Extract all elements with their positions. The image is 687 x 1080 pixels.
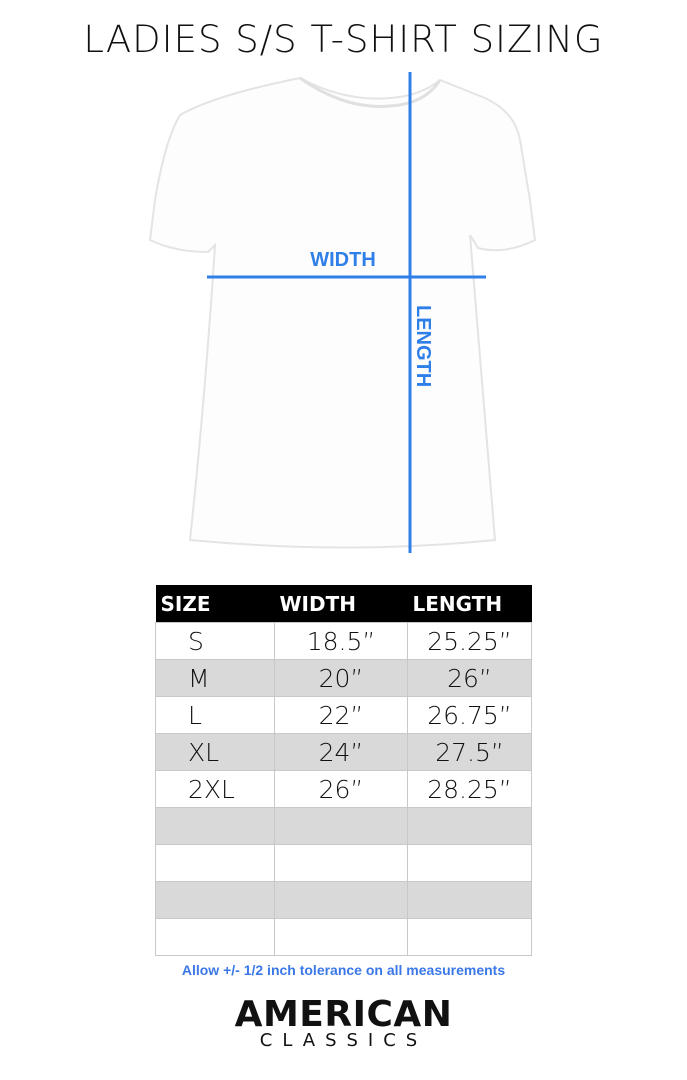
table-row: 2XL 26” 28.25” — [155, 770, 532, 808]
length-cell: 27.5” — [407, 733, 532, 771]
header-width: WIDTH — [274, 585, 408, 623]
header-length: LENGTH — [407, 585, 532, 623]
table-row — [155, 844, 532, 882]
size-cell: XL — [155, 733, 275, 771]
size-cell: S — [155, 622, 275, 660]
table-row — [155, 807, 532, 845]
table-row: XL 24” 27.5” — [155, 733, 532, 771]
table-row — [155, 918, 532, 956]
width-label: WIDTH — [310, 249, 376, 271]
size-table: SIZE WIDTH LENGTH S 18.5” 25.25” M 20” 26” L 22… — [155, 585, 532, 956]
table-row: S 18.5” 25.25” — [155, 622, 532, 660]
size-cell: 2XL — [155, 770, 275, 808]
size-cell — [155, 844, 275, 882]
table-row: M 20” 26” — [155, 659, 532, 697]
size-cell — [155, 881, 275, 919]
brand-logo: AMERICAN — [234, 994, 453, 1035]
tshirt-shape — [148, 76, 537, 549]
size-cell: M — [155, 659, 275, 697]
header-size: SIZE — [155, 585, 275, 623]
width-cell — [274, 918, 408, 956]
table-row — [155, 881, 532, 919]
width-cell: 20” — [274, 659, 408, 697]
length-cell: 26.75” — [407, 696, 532, 734]
width-cell — [274, 881, 408, 919]
width-cell: 22” — [274, 696, 408, 734]
width-cell: 26” — [274, 770, 408, 808]
size-cell: L — [155, 696, 275, 734]
length-label: LENGTH — [412, 305, 434, 387]
width-cell — [274, 844, 408, 882]
width-cell — [274, 807, 408, 845]
length-cell: 26” — [407, 659, 532, 697]
table-header: SIZE WIDTH LENGTH — [155, 585, 532, 623]
length-cell — [407, 844, 532, 882]
table-row: L 22” 26.75” — [155, 696, 532, 734]
tolerance-note: Allow +/- 1/2 inch tolerance on all meas… — [181, 962, 506, 978]
brand-sub: CLASSICS — [259, 1030, 428, 1051]
page-title: LADIES S/S T-SHIRT SIZING — [83, 18, 604, 61]
tshirt-diagram: WIDTH LENGTH — [148, 72, 537, 553]
length-cell — [407, 918, 532, 956]
width-cell: 18.5” — [274, 622, 408, 660]
size-cell — [155, 807, 275, 845]
length-cell — [407, 807, 532, 845]
length-cell: 25.25” — [407, 622, 532, 660]
length-cell: 28.25” — [407, 770, 532, 808]
length-cell — [407, 881, 532, 919]
size-cell — [155, 918, 275, 956]
width-cell: 24” — [274, 733, 408, 771]
